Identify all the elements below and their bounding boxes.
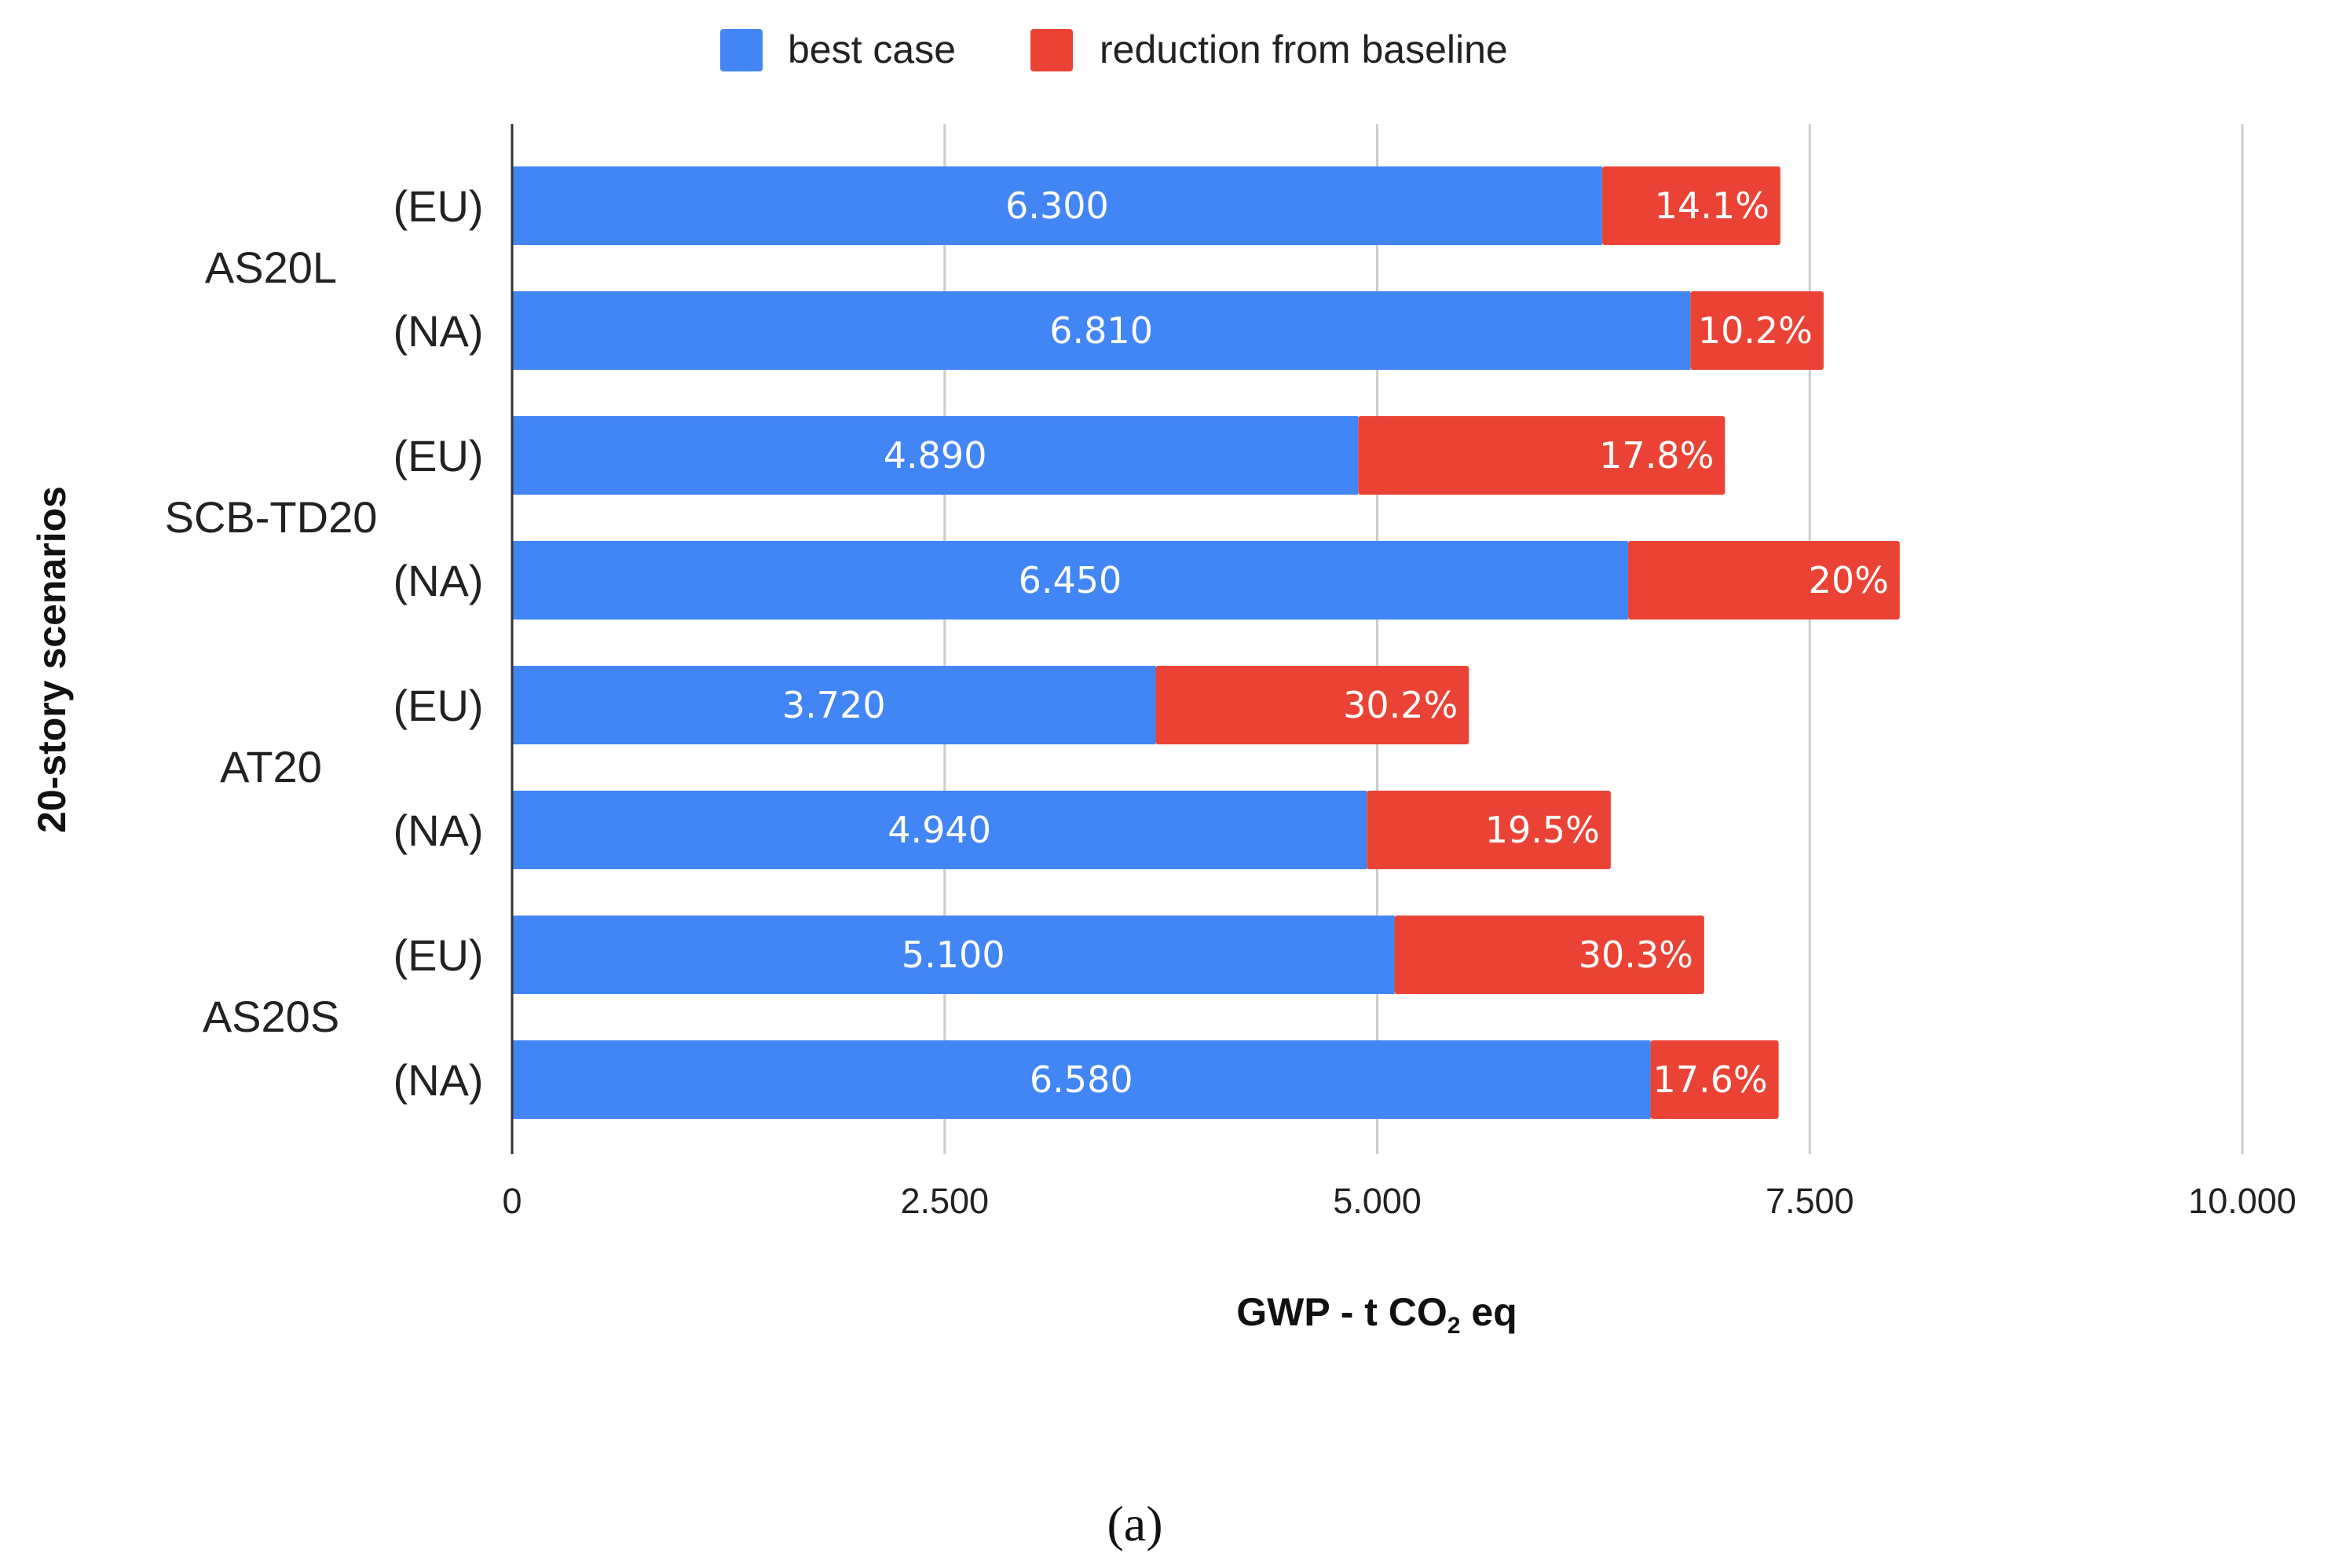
legend-swatch-best-case — [720, 29, 763, 71]
x-tick-label: 5.000 — [1333, 1181, 1422, 1221]
bar-reduction — [1627, 541, 1900, 620]
x-axis-title: GWP - t CO2 eq — [1236, 1290, 1517, 1339]
legend-swatch-reduction — [1030, 29, 1073, 71]
bar-reduction — [1367, 791, 1611, 869]
bar-reduction — [1601, 166, 1781, 245]
data-label-reduction: 17.8% — [1599, 434, 1714, 477]
category-labels: AS20L (EU) (NA) SCB-TD20 (EU) (NA) AT20 (EU) (NA… — [165, 181, 484, 1105]
group-label: AT20 — [220, 742, 322, 791]
bar-best-case — [512, 416, 1359, 495]
gridlines — [943, 124, 2244, 1154]
x-tick-label: 7.500 — [1766, 1181, 1854, 1221]
data-label-reduction: 14.1% — [1655, 185, 1770, 227]
legend-label-best-case: best case — [788, 27, 956, 71]
data-label-reduction: 10.2% — [1698, 309, 1813, 352]
y-axis-title: 20-story scenarios — [30, 486, 74, 833]
data-label-best-case: 4.940 — [888, 809, 991, 851]
data-label-reduction: 20% — [1809, 559, 1889, 601]
group-label: AS20L — [205, 243, 337, 292]
data-label-best-case: 6.580 — [1030, 1058, 1133, 1101]
data-label-best-case: 6.810 — [1049, 309, 1153, 352]
legend: best case reduction from baseline — [720, 27, 1508, 71]
data-label-best-case: 6.450 — [1019, 559, 1122, 601]
x-tick-label: 0 — [502, 1181, 522, 1221]
category-label: (NA) — [393, 306, 483, 356]
x-tick-label: 2.500 — [900, 1181, 989, 1221]
category-label: (EU) — [393, 181, 483, 231]
x-axis-title-suffix: eq — [1460, 1290, 1517, 1334]
group-label: AS20S — [203, 992, 339, 1041]
bar-best-case — [512, 291, 1691, 370]
bar-best-case — [512, 666, 1156, 744]
category-label: (NA) — [393, 556, 483, 605]
data-label-reduction: 30.3% — [1579, 934, 1693, 976]
group-label: SCB-TD20 — [165, 492, 378, 542]
data-label-reduction: 30.2% — [1343, 684, 1458, 726]
category-label: (NA) — [393, 1055, 483, 1105]
bar-reduction — [1358, 416, 1726, 495]
x-axis-title-subscript: 2 — [1447, 1313, 1461, 1339]
bar-best-case — [512, 916, 1395, 994]
x-axis-title-prefix: GWP - t CO — [1236, 1290, 1447, 1334]
category-label: (EU) — [393, 681, 483, 730]
figure-caption: (a) — [1107, 1496, 1162, 1552]
bar-best-case — [512, 791, 1367, 869]
data-label-best-case: 4.890 — [884, 434, 987, 477]
bar-reduction — [1650, 1040, 1779, 1119]
category-label: (NA) — [393, 806, 483, 855]
legend-label-reduction: reduction from baseline — [1100, 27, 1508, 71]
data-label-reduction: 17.6% — [1652, 1058, 1767, 1101]
bars: 6.300 14.1% 6.810 10.2% 4.890 17.8% 6.450 20% 3.… — [512, 166, 1900, 1119]
data-label-best-case: 6.300 — [1005, 185, 1109, 227]
bar-reduction — [1394, 916, 1704, 994]
bar-best-case — [512, 1040, 1651, 1119]
bar-reduction — [1155, 666, 1469, 744]
category-label: (EU) — [393, 431, 483, 481]
category-label: (EU) — [393, 930, 483, 980]
bar-best-case — [512, 166, 1602, 245]
data-label-best-case: 5.100 — [902, 934, 1005, 976]
bar-best-case — [512, 541, 1628, 620]
bar-reduction — [1690, 291, 1824, 370]
data-label-reduction: 19.5% — [1485, 809, 1600, 851]
data-label-best-case: 3.720 — [782, 684, 886, 726]
x-tick-labels: 0 2.500 5.000 7.500 10.000 — [502, 1181, 2296, 1221]
x-tick-label: 10.000 — [2188, 1181, 2297, 1221]
